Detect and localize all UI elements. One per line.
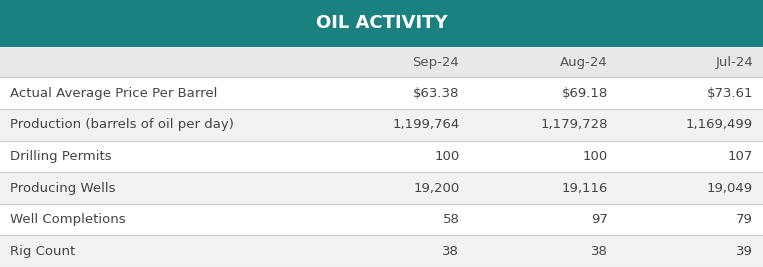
- FancyBboxPatch shape: [0, 235, 763, 267]
- FancyBboxPatch shape: [0, 47, 763, 77]
- Text: Rig Count: Rig Count: [10, 245, 76, 258]
- Text: Well Completions: Well Completions: [10, 213, 126, 226]
- Text: Producing Wells: Producing Wells: [10, 182, 115, 195]
- Text: Production (barrels of oil per day): Production (barrels of oil per day): [10, 118, 233, 131]
- Text: OIL ACTIVITY: OIL ACTIVITY: [316, 14, 447, 32]
- Text: Drilling Permits: Drilling Permits: [10, 150, 111, 163]
- Text: 100: 100: [583, 150, 608, 163]
- Text: $69.18: $69.18: [562, 87, 608, 100]
- Text: 38: 38: [591, 245, 608, 258]
- Text: $73.61: $73.61: [707, 87, 753, 100]
- Text: 58: 58: [443, 213, 459, 226]
- Text: 1,199,764: 1,199,764: [392, 118, 459, 131]
- Text: Aug-24: Aug-24: [560, 56, 608, 69]
- Text: 100: 100: [434, 150, 459, 163]
- Text: 1,179,728: 1,179,728: [541, 118, 608, 131]
- Text: 97: 97: [591, 213, 608, 226]
- Text: 19,116: 19,116: [562, 182, 608, 195]
- Text: 38: 38: [443, 245, 459, 258]
- Text: Sep-24: Sep-24: [413, 56, 459, 69]
- FancyBboxPatch shape: [0, 141, 763, 172]
- Text: $63.38: $63.38: [413, 87, 459, 100]
- Text: 39: 39: [736, 245, 753, 258]
- Text: 19,200: 19,200: [413, 182, 459, 195]
- FancyBboxPatch shape: [0, 0, 763, 47]
- Text: 79: 79: [736, 213, 753, 226]
- Text: 1,169,499: 1,169,499: [686, 118, 753, 131]
- FancyBboxPatch shape: [0, 77, 763, 109]
- Text: 19,049: 19,049: [707, 182, 753, 195]
- FancyBboxPatch shape: [0, 172, 763, 204]
- FancyBboxPatch shape: [0, 109, 763, 141]
- Text: 107: 107: [728, 150, 753, 163]
- FancyBboxPatch shape: [0, 204, 763, 235]
- Text: Actual Average Price Per Barrel: Actual Average Price Per Barrel: [10, 87, 217, 100]
- Text: Jul-24: Jul-24: [716, 56, 753, 69]
